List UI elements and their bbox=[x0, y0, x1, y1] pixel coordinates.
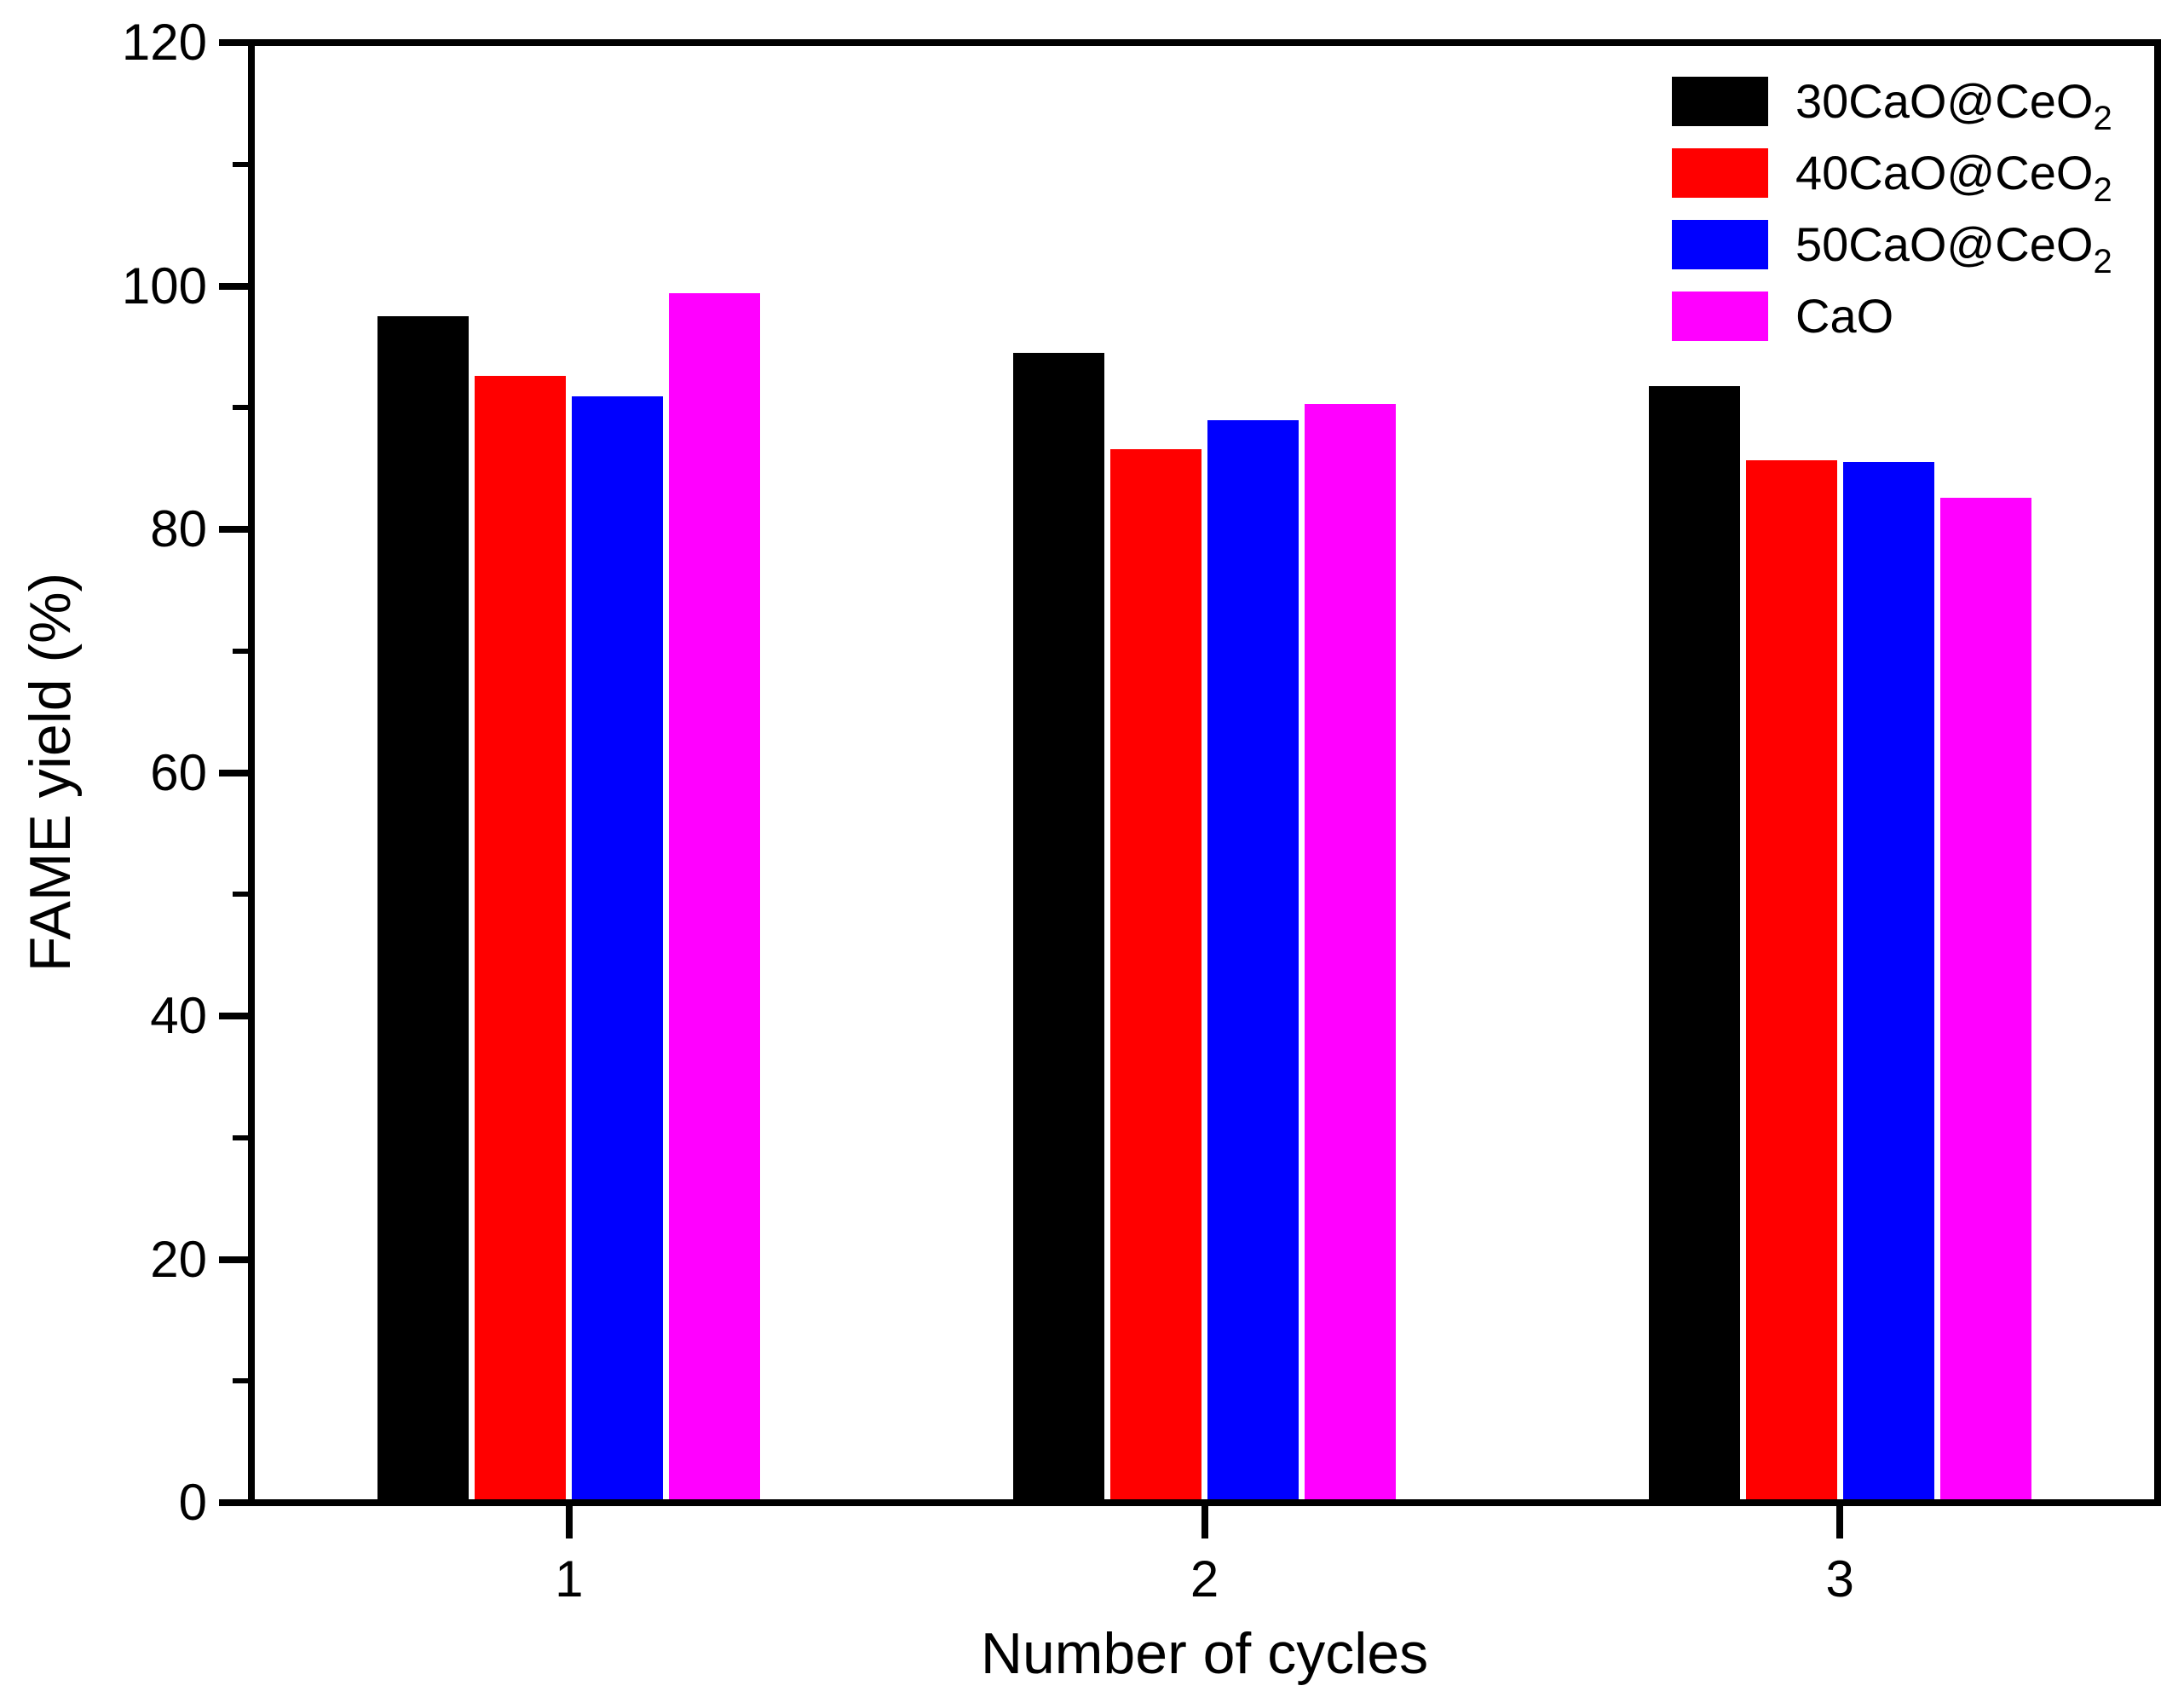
legend-swatch bbox=[1672, 148, 1768, 198]
y-minor-tick bbox=[233, 892, 251, 898]
legend-label: 30CaO@CeO2 bbox=[1795, 74, 2112, 137]
legend-item: 50CaO@CeO2 bbox=[1672, 217, 2112, 280]
y-major-tick bbox=[219, 1013, 251, 1019]
bar-series-3-cycle-2 bbox=[1207, 419, 1299, 1503]
y-major-tick bbox=[219, 1499, 251, 1506]
x-major-tick bbox=[565, 1503, 573, 1538]
bar-series-2-cycle-3 bbox=[1745, 459, 1837, 1503]
legend-label: 50CaO@CeO2 bbox=[1795, 217, 2112, 280]
legend-item: 40CaO@CeO2 bbox=[1672, 146, 2112, 209]
bar-series-1-cycle-2 bbox=[1013, 353, 1104, 1503]
y-minor-tick bbox=[233, 161, 251, 167]
legend-label: CaO bbox=[1795, 289, 1894, 343]
legend-swatch bbox=[1672, 292, 1768, 341]
y-minor-tick bbox=[233, 1378, 251, 1384]
x-major-tick bbox=[1201, 1503, 1208, 1538]
y-minor-tick bbox=[233, 405, 251, 411]
x-tick-label: 1 bbox=[555, 1550, 584, 1608]
y-tick-label: 60 bbox=[150, 743, 207, 801]
y-major-tick bbox=[219, 1256, 251, 1263]
y-tick-label: 80 bbox=[150, 500, 207, 557]
y-tick-label: 0 bbox=[178, 1474, 207, 1531]
bar-series-1-cycle-1 bbox=[377, 316, 470, 1503]
legend-item: 30CaO@CeO2 bbox=[1672, 74, 2112, 137]
y-major-tick bbox=[219, 39, 251, 46]
y-minor-tick bbox=[233, 1134, 251, 1140]
bar-series-1-cycle-3 bbox=[1648, 385, 1740, 1503]
legend-item: CaO bbox=[1672, 292, 2112, 341]
legend-swatch bbox=[1672, 220, 1768, 269]
y-tick-label: 120 bbox=[121, 14, 207, 71]
bar-series-3-cycle-3 bbox=[1842, 462, 1934, 1503]
bar-series-2-cycle-1 bbox=[475, 376, 567, 1503]
bar-series-2-cycle-2 bbox=[1110, 448, 1201, 1503]
bar-series-4-cycle-2 bbox=[1305, 403, 1396, 1503]
y-axis-title: FAME yield (%) bbox=[18, 572, 83, 973]
y-minor-tick bbox=[233, 648, 251, 654]
y-tick-label: 100 bbox=[121, 257, 207, 315]
legend-label: 40CaO@CeO2 bbox=[1795, 146, 2112, 209]
y-tick-label: 40 bbox=[150, 987, 207, 1044]
x-tick-label: 2 bbox=[1190, 1550, 1219, 1608]
bar-series-3-cycle-1 bbox=[572, 396, 664, 1503]
y-tick-label: 20 bbox=[150, 1230, 207, 1288]
y-major-tick bbox=[219, 282, 251, 290]
legend: 30CaO@CeO2 40CaO@CeO2 50CaO@CeO2 CaO bbox=[1672, 77, 2112, 341]
y-major-tick bbox=[219, 769, 251, 776]
bar-series-4-cycle-1 bbox=[669, 293, 761, 1503]
legend-swatch bbox=[1672, 77, 1768, 126]
plot-area bbox=[251, 43, 2158, 1503]
x-tick-label: 3 bbox=[1825, 1550, 1854, 1608]
x-axis-title: Number of cycles bbox=[980, 1621, 1429, 1686]
x-major-tick bbox=[1836, 1503, 1844, 1538]
bar-series-4-cycle-3 bbox=[1939, 497, 2031, 1503]
y-major-tick bbox=[219, 526, 251, 533]
